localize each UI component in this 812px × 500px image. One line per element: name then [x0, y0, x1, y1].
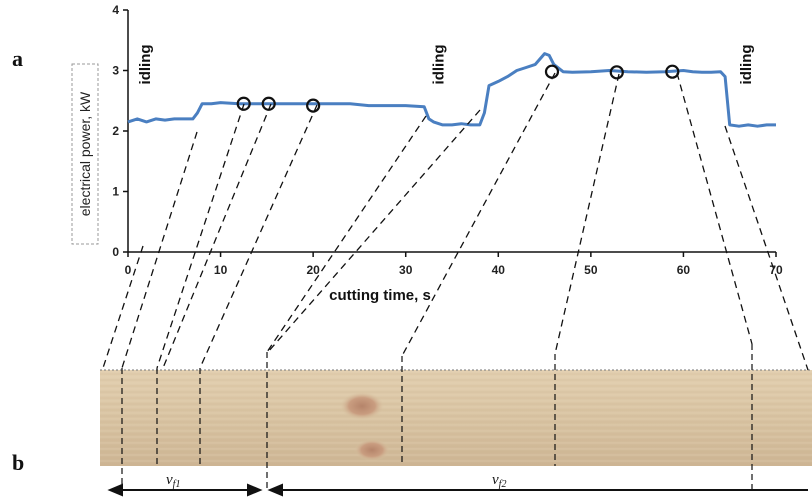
panel-label-b: b [12, 450, 24, 475]
connector-9 [555, 74, 619, 354]
connector-7 [268, 110, 480, 352]
wood-knot-upper [340, 392, 384, 420]
connector-10 [677, 73, 752, 344]
connector-11 [725, 126, 808, 370]
x-tick-label: 50 [584, 263, 598, 277]
y-tick-label: 4 [112, 3, 119, 17]
idling-label-3: idling [738, 44, 755, 84]
series-line-power [128, 54, 776, 127]
y-axis-label: electrical power, kW [77, 91, 93, 216]
wood-grain [100, 370, 812, 466]
y-ticks: 0 1 2 3 4 [112, 3, 128, 259]
x-axis-label: cutting time, s [329, 287, 431, 304]
wood-workpiece-image [100, 370, 812, 466]
speed-label-vf2: vf2 [492, 472, 506, 490]
x-tick-label: 20 [306, 263, 320, 277]
y-tick-label: 0 [112, 245, 119, 259]
y-tick-label: 2 [112, 124, 119, 138]
x-ticks: 0 10 20 30 40 50 60 70 [125, 252, 783, 277]
connector-lines [103, 73, 808, 370]
x-tick-label: 30 [399, 263, 413, 277]
y-tick-label: 3 [112, 64, 119, 78]
vf1-arrow-head-left [110, 485, 122, 495]
x-tick-label: 60 [677, 263, 691, 277]
idling-label-2: idling [431, 44, 448, 84]
x-tick-label: 10 [214, 263, 228, 277]
connector-8 [402, 73, 555, 356]
marker-point-4 [546, 66, 558, 78]
x-tick-label: 40 [492, 263, 506, 277]
connector-6 [267, 116, 426, 352]
connector-5 [200, 105, 317, 368]
connector-1 [103, 246, 143, 368]
idling-annotations: idling idling idling [137, 44, 755, 84]
connector-2 [122, 132, 197, 368]
idling-label-1: idling [137, 44, 154, 84]
vf2-arrow-head-left [270, 485, 282, 495]
y-tick-label: 1 [112, 185, 119, 199]
wood-knot-lower [354, 439, 390, 461]
vf1-arrow-head-right [248, 485, 260, 495]
speed-arrows [110, 485, 808, 495]
x-tick-label: 0 [125, 263, 132, 277]
connector-3 [157, 104, 244, 368]
speed-label-vf1: vf1 [166, 472, 180, 490]
panel-label-a: a [12, 46, 23, 71]
